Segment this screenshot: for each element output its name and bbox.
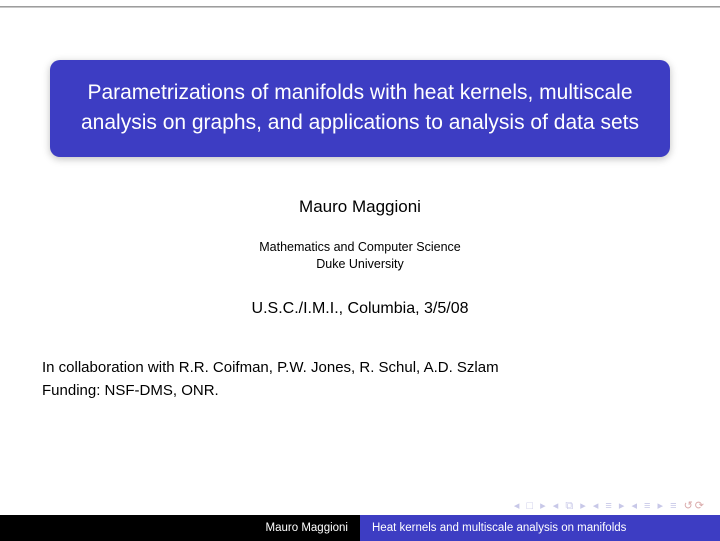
- nav-arrows-icon[interactable]: ◂ □ ▸ ◂ ⧉ ▸ ◂ ≡ ▸ ◂ ≡ ▸ ≡: [514, 500, 684, 512]
- title-block: Parametrizations of manifolds with heat …: [50, 60, 670, 157]
- author-name: Mauro Maggioni: [40, 197, 680, 217]
- funding-line: Funding: NSF-DMS, ONR.: [42, 379, 678, 402]
- footer-bar: Mauro Maggioni Heat kernels and multisca…: [0, 515, 720, 541]
- slide-content: Parametrizations of manifolds with heat …: [0, 0, 720, 515]
- footer-author-cell: Mauro Maggioni: [0, 515, 360, 541]
- collaboration-block: In collaboration with R.R. Coifman, P.W.…: [40, 356, 680, 403]
- venue-date: U.S.C./I.M.I., Columbia, 3/5/08: [40, 300, 680, 318]
- institute-block: Mathematics and Computer Science Duke Un…: [40, 239, 680, 274]
- footer-title-cell: Heat kernels and multiscale analysis on …: [360, 515, 720, 541]
- institute-univ: Duke University: [40, 256, 680, 274]
- footer-author: Mauro Maggioni: [266, 522, 348, 534]
- title-text: Parametrizations of manifolds with heat …: [81, 81, 639, 134]
- footer-shorttitle: Heat kernels and multiscale analysis on …: [372, 522, 626, 534]
- collab-names: In collaboration with R.R. Coifman, P.W.…: [42, 356, 678, 379]
- institute-dept: Mathematics and Computer Science: [40, 239, 680, 257]
- nav-undo-icon[interactable]: ↺⟳: [684, 500, 706, 512]
- beamer-nav-symbols[interactable]: ◂ □ ▸ ◂ ⧉ ▸ ◂ ≡ ▸ ◂ ≡ ▸ ≡ ↺⟳: [514, 499, 706, 513]
